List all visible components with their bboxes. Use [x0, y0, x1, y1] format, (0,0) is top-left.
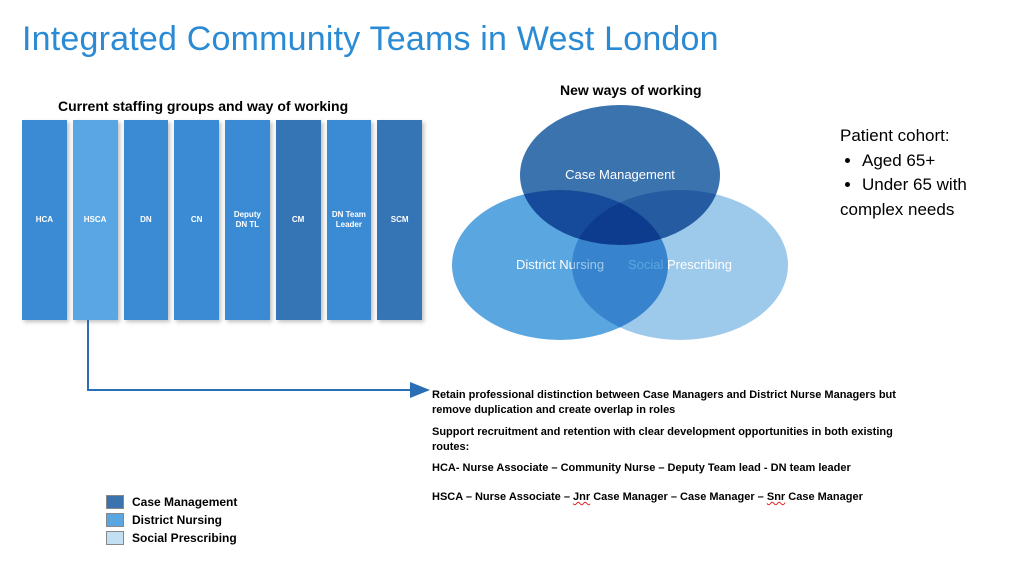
subtitle-new: New ways of working [560, 82, 702, 98]
legend-row: District Nursing [106, 513, 237, 527]
cohort-item: Aged 65+ [862, 149, 967, 174]
subtitle-current: Current staffing groups and way of worki… [58, 98, 348, 114]
staffing-bar: Deputy DN TL [225, 120, 270, 320]
legend-swatch [106, 495, 124, 509]
page-title: Integrated Community Teams in West Londo… [22, 20, 719, 59]
body-p4: HSCA – Nurse Associate – Jnr Case Manage… [432, 490, 912, 505]
venn-diagram: Case ManagementDistrict NursingSocial Pr… [455, 110, 795, 380]
legend-row: Social Prescribing [106, 531, 237, 545]
body-text: Retain professional distinction between … [432, 388, 912, 512]
legend-label: Case Management [132, 495, 237, 509]
legend: Case Management District Nursing Social Pr… [106, 495, 237, 549]
staffing-bar: CM [276, 120, 321, 320]
legend-row: Case Management [106, 495, 237, 509]
legend-label: District Nursing [132, 513, 222, 527]
staffing-bar: CN [174, 120, 219, 320]
body-p2: Support recruitment and retention with c… [432, 425, 912, 455]
cohort-item: Under 65 with [862, 173, 967, 198]
body-p3: HCA- Nurse Associate – Community Nurse –… [432, 461, 912, 476]
legend-swatch [106, 513, 124, 527]
staffing-bar: DN [124, 120, 169, 320]
legend-label: Social Prescribing [132, 531, 237, 545]
venn-circle: Social Prescribing [572, 190, 788, 340]
flow-arrow [80, 320, 440, 410]
staffing-bar: HSCA [73, 120, 118, 320]
patient-cohort: Patient cohort: Aged 65+Under 65 with co… [840, 124, 967, 223]
staffing-bars: HCAHSCADNCNDeputy DN TLCMDN Team LeaderS… [22, 120, 422, 320]
body-p1: Retain professional distinction between … [432, 388, 912, 418]
staffing-bar: HCA [22, 120, 67, 320]
legend-swatch [106, 531, 124, 545]
staffing-bar: SCM [377, 120, 422, 320]
cohort-tail: complex needs [840, 198, 967, 223]
staffing-bar: DN Team Leader [327, 120, 372, 320]
cohort-list: Aged 65+Under 65 with [840, 149, 967, 198]
cohort-heading: Patient cohort: [840, 124, 967, 149]
